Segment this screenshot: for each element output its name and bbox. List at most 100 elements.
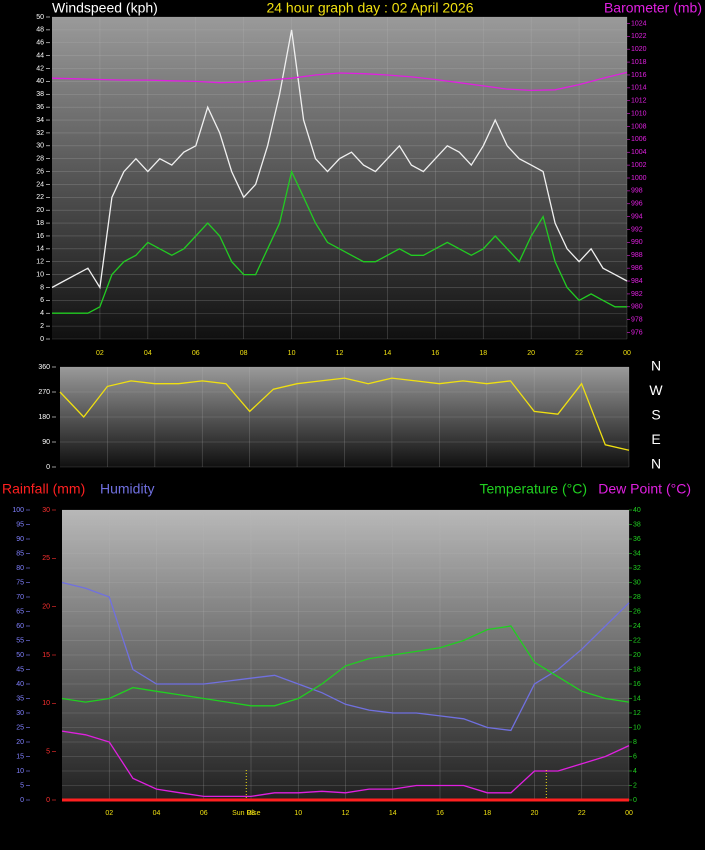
y-tick-label: 16 (36, 233, 44, 240)
y-tick-label: 1010 (631, 110, 647, 117)
compass-label: S (651, 407, 660, 423)
y-tick-label: 38 (36, 91, 44, 98)
x-tick-label: 02 (96, 350, 104, 357)
y-tick-label: 20 (42, 604, 50, 611)
y-tick-label: 15 (16, 753, 24, 760)
y-tick-label: 1018 (631, 59, 647, 66)
y-tick-label: 12 (633, 710, 641, 717)
y-tick-label: 8 (633, 739, 637, 746)
y-tick-label: 18 (633, 666, 641, 673)
y-tick-label: 1002 (631, 162, 647, 169)
y-tick-label: 85 (16, 550, 24, 557)
x-tick-label: 18 (483, 810, 491, 817)
y-tick-label: 80 (16, 565, 24, 572)
y-tick-label: 40 (16, 681, 24, 688)
y-tick-label: 1008 (631, 123, 647, 130)
compass-label: N (651, 456, 661, 472)
y-tick-label: 270 (38, 389, 50, 396)
y-tick-label: 28 (36, 156, 44, 163)
y-tick-label: 90 (42, 439, 50, 446)
y-tick-label: 4 (40, 310, 44, 317)
y-tick-label: 42 (36, 65, 44, 72)
y-tick-label: 5 (20, 782, 24, 789)
y-tick-label: 26 (633, 608, 641, 615)
y-tick-label: 40 (36, 78, 44, 85)
y-tick-label: 180 (38, 414, 50, 421)
y-tick-label: 2 (40, 323, 44, 330)
y-tick-label: 10 (16, 768, 24, 775)
x-tick-label: 16 (431, 350, 439, 357)
y-tick-label: 24 (36, 181, 44, 188)
plot-area (62, 510, 629, 800)
compass-label: E (651, 431, 660, 447)
y-tick-label: 18 (36, 220, 44, 227)
y-tick-label: 48 (36, 27, 44, 34)
series-line (61, 730, 630, 798)
x-tick-label: 00 (625, 810, 633, 817)
y-tick-label: 50 (16, 652, 24, 659)
y-tick-label: 8 (40, 284, 44, 291)
compass-label: N (651, 358, 661, 374)
y-tick-label: 5 (46, 749, 50, 756)
y-tick-label: 40 (633, 507, 641, 514)
y-tick-label: 986 (631, 265, 643, 272)
x-tick-label: 10 (288, 350, 296, 357)
y-tick-label: 15 (42, 652, 50, 659)
y-tick-label: 32 (36, 130, 44, 137)
x-tick-label: 00 (623, 350, 631, 357)
y-tick-label: 70 (16, 594, 24, 601)
y-tick-label: 10 (36, 271, 44, 278)
series-line (59, 377, 630, 451)
y-tick-label: 4 (633, 768, 637, 775)
x-tick-label: 04 (144, 350, 152, 357)
legend-label: Rainfall (mm) (2, 481, 85, 497)
x-tick-label: 06 (192, 350, 200, 357)
y-tick-label: 20 (36, 207, 44, 214)
plot-area (52, 17, 627, 339)
sun-label: Sun Rise (232, 810, 261, 817)
x-tick-label: 12 (342, 810, 350, 817)
y-tick-label: 1024 (631, 20, 647, 27)
x-tick-label: 22 (578, 810, 586, 817)
x-tick-label: 20 (531, 810, 539, 817)
y-tick-label: 50 (36, 14, 44, 21)
y-tick-label: 30 (42, 507, 50, 514)
y-tick-label: 984 (631, 278, 643, 285)
y-tick-label: 0 (46, 797, 50, 804)
x-tick-label: 22 (575, 350, 583, 357)
y-tick-label: 25 (42, 555, 50, 562)
y-tick-label: 14 (36, 246, 44, 253)
baro-label: Barometer (mb) (604, 0, 702, 16)
y-tick-label: 0 (20, 797, 24, 804)
y-tick-label: 1020 (631, 46, 647, 53)
series-line (61, 581, 630, 732)
x-tick-label: 12 (336, 350, 344, 357)
x-tick-label: 04 (153, 810, 161, 817)
y-tick-label: 0 (46, 464, 50, 471)
y-tick-label: 22 (633, 637, 641, 644)
x-tick-label: 14 (384, 350, 392, 357)
y-tick-label: 6 (633, 753, 637, 760)
y-tick-label: 982 (631, 291, 643, 298)
wind-label: Windspeed (kph) (52, 0, 158, 16)
y-tick-label: 2 (633, 782, 637, 789)
y-tick-label: 994 (631, 213, 643, 220)
x-tick-label: 20 (527, 350, 535, 357)
x-tick-label: 02 (105, 810, 113, 817)
y-tick-label: 45 (16, 666, 24, 673)
y-tick-label: 20 (633, 652, 641, 659)
y-tick-label: 65 (16, 608, 24, 615)
y-tick-label: 998 (631, 188, 643, 195)
y-tick-label: 1012 (631, 98, 647, 105)
series-line (52, 169, 627, 314)
series-line (61, 625, 630, 707)
y-tick-label: 1000 (631, 175, 647, 182)
x-tick-label: 14 (389, 810, 397, 817)
legend-label: Humidity (100, 481, 154, 497)
y-tick-label: 1014 (631, 85, 647, 92)
y-tick-label: 22 (36, 194, 44, 201)
y-tick-label: 28 (633, 594, 641, 601)
y-tick-label: 978 (631, 317, 643, 324)
y-tick-label: 46 (36, 40, 44, 47)
